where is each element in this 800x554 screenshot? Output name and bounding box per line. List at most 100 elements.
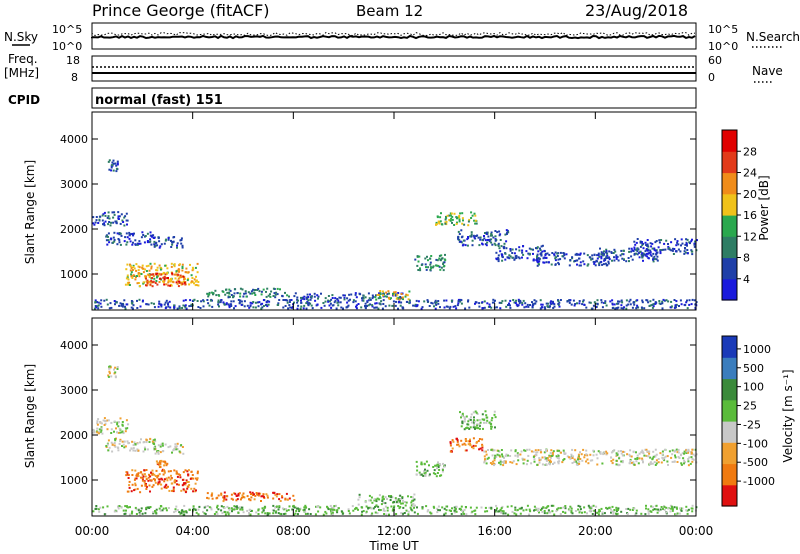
power-pixel: [240, 300, 243, 303]
power-pixel: [668, 247, 671, 250]
power-pixel: [693, 243, 696, 246]
power-pixel: [553, 253, 556, 256]
velocity-pixel: [309, 513, 312, 515]
power-pixel: [632, 301, 635, 304]
velocity-pixel: [647, 512, 650, 515]
power-pixel: [159, 245, 162, 248]
velocity-pixel: [625, 508, 628, 510]
velocity-pixel: [169, 445, 172, 448]
velocity-pixel: [538, 457, 541, 460]
velocity-pixel: [477, 427, 480, 430]
velocity-pixel: [557, 454, 560, 457]
power-pixel: [115, 222, 118, 225]
velocity-scatter: [92, 365, 698, 516]
power-pixel: [431, 266, 434, 269]
power-pixel: [463, 223, 466, 226]
x-tick-label: 04:00: [175, 524, 210, 538]
power-pixel: [518, 300, 520, 303]
velocity-pixel: [130, 512, 133, 515]
power-pixel: [436, 216, 439, 219]
velocity-pixel: [246, 495, 249, 498]
power-pixel: [252, 306, 255, 309]
power-pixel: [290, 299, 293, 301]
power-pixel: [429, 257, 432, 260]
velocity-pixel: [177, 473, 180, 476]
velocity-pixel: [162, 469, 165, 471]
velocity-pixel: [392, 506, 395, 509]
power-pixel: [399, 304, 402, 307]
velocity-pixel: [111, 443, 114, 446]
velocity-pixel: [470, 421, 473, 424]
velocity-pixel: [657, 461, 660, 464]
power-pixel: [486, 241, 489, 244]
velocity-pixel: [131, 474, 134, 476]
velocity-pixel: [652, 508, 655, 511]
power-pixel: [665, 239, 668, 242]
power-pixel: [684, 304, 687, 307]
power-pixel: [359, 293, 362, 296]
velocity-pixel: [556, 449, 559, 452]
velocity-pixel: [456, 437, 458, 440]
power-pixel: [640, 253, 643, 256]
power-pixel: [659, 252, 662, 255]
power-pixel: [616, 255, 619, 258]
power-pixel: [556, 252, 559, 255]
velocity-pixel: [678, 512, 681, 515]
velocity-pixel: [478, 438, 481, 440]
power-pixel: [686, 299, 688, 302]
velocity-pixel: [533, 509, 535, 512]
velocity-pixel: [397, 505, 400, 507]
velocity-pixel: [139, 491, 142, 494]
velocity-pixel: [288, 497, 291, 500]
power-pixel: [559, 258, 562, 261]
velocity-pixel: [652, 450, 655, 453]
velocity-pixel: [664, 455, 667, 458]
velocity-pixel: [436, 511, 439, 514]
power-pixel: [594, 264, 597, 267]
power-pixel: [636, 253, 639, 256]
power-pixel: [474, 302, 476, 305]
power-pixel: [563, 252, 566, 255]
velocity-pixel: [514, 449, 517, 452]
power-pixel: [641, 299, 644, 302]
velocity-pixel: [623, 451, 626, 453]
velocity-pixel: [96, 423, 99, 426]
power-pixel: [167, 305, 170, 308]
power-pixel: [182, 299, 185, 302]
power-pixel: [146, 232, 149, 235]
power-pixel: [146, 279, 149, 282]
velocity-pixel: [261, 511, 264, 514]
velocity-pixel: [410, 501, 413, 504]
power-pixel: [317, 297, 319, 300]
power-pixel: [276, 304, 279, 306]
velocity-pixel: [121, 445, 123, 447]
velocity-pixel: [400, 502, 403, 505]
power-pixel: [646, 249, 649, 252]
power-pixel: [192, 268, 195, 271]
power-pixel: [103, 299, 106, 302]
velocity-pixel: [532, 450, 535, 453]
velocity-pixel: [277, 508, 280, 511]
power-pixel: [126, 241, 129, 244]
velocity-pixel: [629, 508, 632, 511]
power-pixel: [612, 252, 615, 254]
velocity-pixel: [449, 450, 452, 453]
velocity-pixel: [304, 504, 307, 507]
velocity-pixel: [268, 512, 271, 515]
power-pixel: [130, 275, 133, 278]
power-pixel: [544, 252, 547, 255]
power-pixel: [343, 298, 346, 301]
velocity-pixel: [568, 509, 571, 512]
velocity-pixel: [333, 508, 336, 511]
velocity-pixel: [198, 505, 201, 508]
power-pixel: [156, 275, 159, 278]
velocity-pixel: [410, 504, 413, 507]
power-pixel: [470, 235, 473, 238]
noise-panel: N.Sky 10^5 10^0 10^5 10^0 N.Search: [4, 22, 800, 53]
power-pixel: [415, 299, 418, 302]
power-pixel: [195, 275, 197, 278]
power-pixel: [483, 306, 486, 309]
velocity-pixel: [186, 470, 189, 473]
power-pixel: [394, 291, 397, 294]
velocity-pixel: [628, 453, 631, 456]
